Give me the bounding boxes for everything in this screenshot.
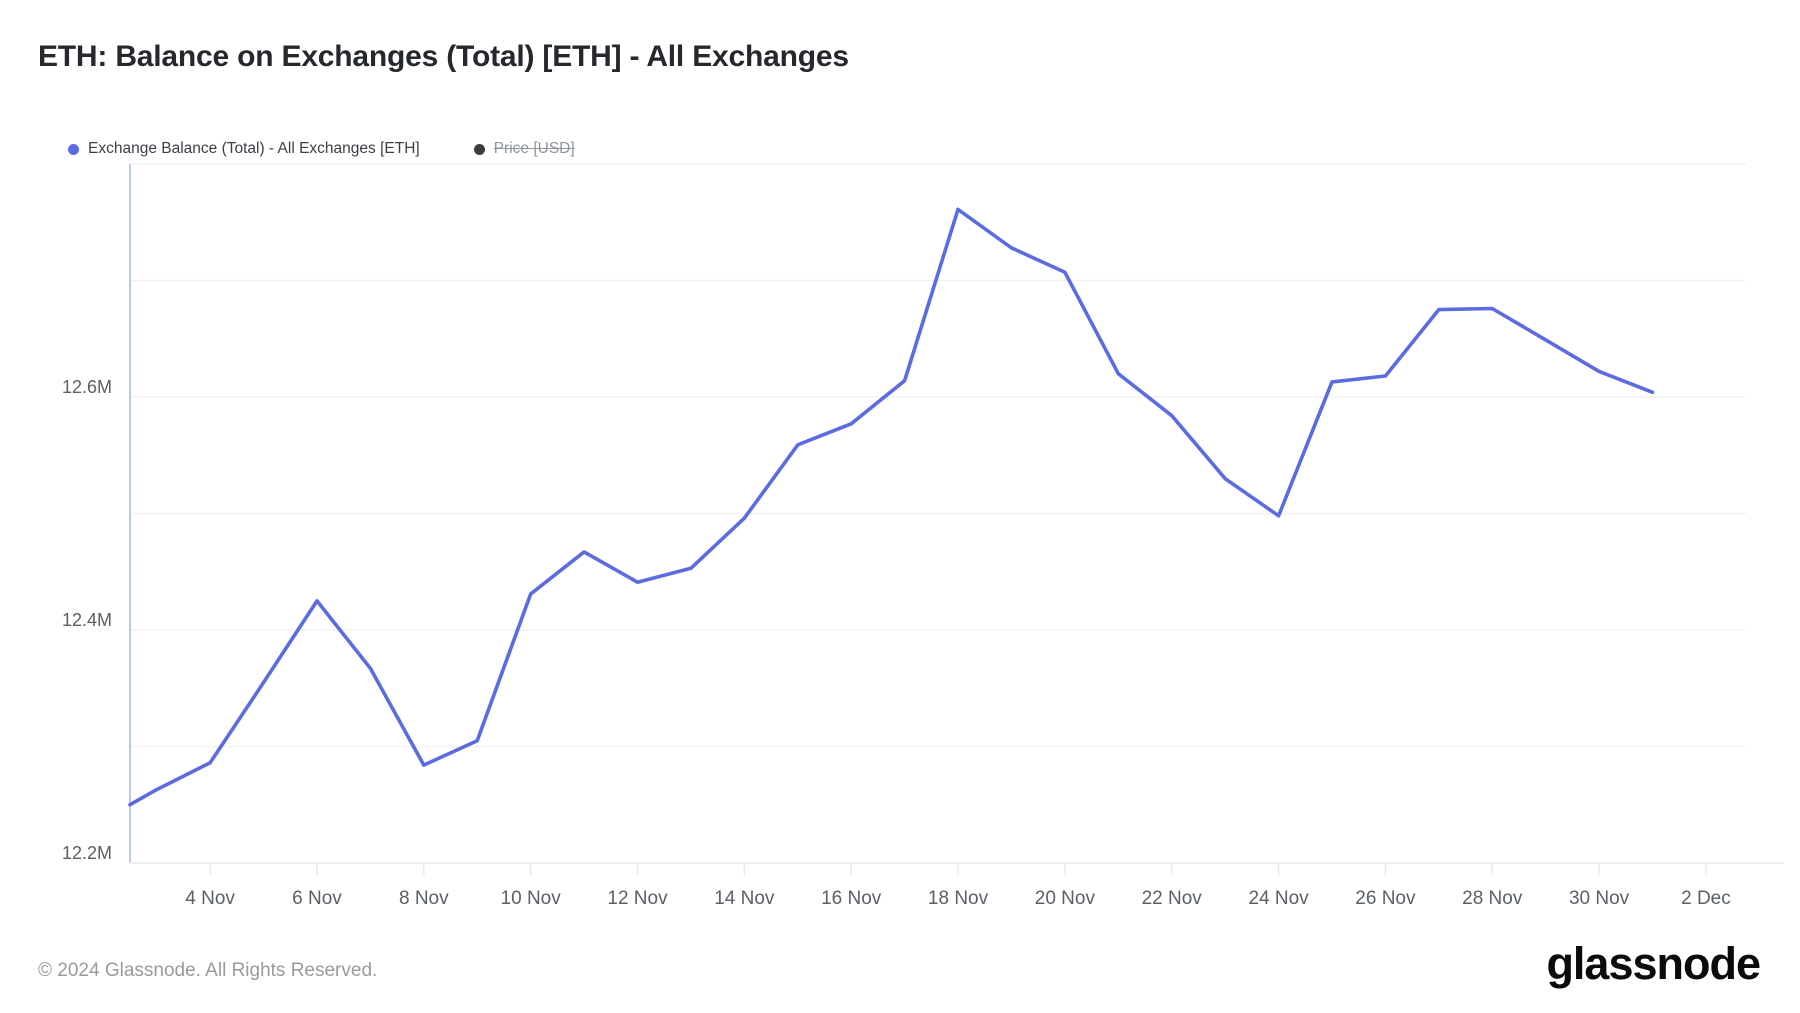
x-tick-label: 12 Nov bbox=[607, 888, 668, 909]
legend-label-exchange-balance: Exchange Balance (Total) - All Exchanges… bbox=[88, 140, 420, 157]
exchange-balance-line-series bbox=[128, 207, 1655, 807]
chart-title: ETH: Balance on Exchanges (Total) [ETH] … bbox=[38, 40, 849, 73]
glassnode-logo: glassnode bbox=[1546, 938, 1761, 989]
x-tick-label: 16 Nov bbox=[821, 888, 882, 909]
x-tick-label: 8 Nov bbox=[399, 888, 449, 909]
copyright-text: © 2024 Glassnode. All Rights Reserved. bbox=[38, 960, 378, 981]
legend: Exchange Balance (Total) - All Exchanges… bbox=[68, 140, 575, 158]
y-tick-label: 12.2M bbox=[62, 843, 112, 863]
x-tick-label: 6 Nov bbox=[292, 888, 342, 909]
legend-item-exchange-balance[interactable]: Exchange Balance (Total) - All Exchanges… bbox=[68, 140, 420, 158]
legend-label-price-usd: Price [USD] bbox=[493, 140, 575, 157]
x-tick-label: 10 Nov bbox=[501, 888, 562, 909]
y-tick-label: 12.4M bbox=[62, 610, 112, 630]
series-dot-exchange-balance-icon bbox=[68, 143, 79, 155]
x-tick-label: 14 Nov bbox=[714, 888, 775, 909]
x-tick-label: 20 Nov bbox=[1035, 888, 1096, 909]
x-tick-label: 22 Nov bbox=[1142, 888, 1203, 909]
legend-item-price-usd[interactable]: Price [USD] bbox=[473, 140, 575, 158]
x-tick-label: 24 Nov bbox=[1248, 888, 1309, 909]
x-tick-label: 28 Nov bbox=[1462, 888, 1523, 909]
x-tick-label: 18 Nov bbox=[928, 888, 989, 909]
series-dot-price-usd-icon bbox=[473, 143, 485, 155]
x-tick-label: 30 Nov bbox=[1569, 888, 1630, 909]
x-tick-label: 26 Nov bbox=[1355, 888, 1416, 909]
y-tick-label: 12.6M bbox=[62, 377, 112, 397]
x-tick-label: 2 Dec bbox=[1681, 888, 1731, 909]
x-tick-label: 4 Nov bbox=[185, 888, 235, 909]
